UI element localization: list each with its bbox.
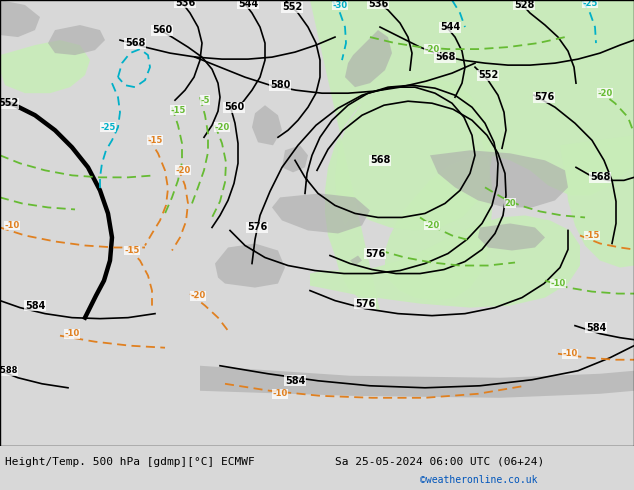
Polygon shape xyxy=(252,105,282,146)
Text: -10: -10 xyxy=(4,221,20,230)
Polygon shape xyxy=(272,194,370,233)
Text: -20: -20 xyxy=(214,123,230,132)
Text: ©weatheronline.co.uk: ©weatheronline.co.uk xyxy=(420,475,538,485)
Text: -10: -10 xyxy=(273,389,288,398)
Text: -10: -10 xyxy=(562,349,578,358)
Text: 528: 528 xyxy=(514,0,534,10)
Polygon shape xyxy=(560,135,634,268)
Text: -15: -15 xyxy=(171,106,186,115)
Text: 584: 584 xyxy=(25,301,45,311)
Text: -30: -30 xyxy=(332,0,347,9)
Text: 552: 552 xyxy=(478,70,498,80)
Text: -5: -5 xyxy=(200,96,210,105)
Text: -10: -10 xyxy=(550,279,566,288)
Text: 580: 580 xyxy=(270,80,290,90)
Text: 584: 584 xyxy=(285,376,305,386)
Text: 544: 544 xyxy=(238,0,258,9)
Text: 576: 576 xyxy=(247,222,267,232)
Text: 536: 536 xyxy=(175,0,195,8)
Text: 536: 536 xyxy=(368,0,388,9)
Text: Sa 25-05-2024 06:00 UTC (06+24): Sa 25-05-2024 06:00 UTC (06+24) xyxy=(335,457,544,467)
Text: -15: -15 xyxy=(124,246,139,255)
Text: 568: 568 xyxy=(370,155,390,165)
Text: 552: 552 xyxy=(282,2,302,12)
Text: 568: 568 xyxy=(435,52,455,62)
Polygon shape xyxy=(310,0,634,311)
Polygon shape xyxy=(350,255,362,266)
Text: -20: -20 xyxy=(190,291,205,300)
Text: -20: -20 xyxy=(597,89,612,98)
Text: 568: 568 xyxy=(125,38,145,48)
Polygon shape xyxy=(200,366,634,398)
Text: 544: 544 xyxy=(440,22,460,32)
Text: ~588: ~588 xyxy=(0,366,17,375)
Text: -20: -20 xyxy=(424,221,439,230)
Text: -20: -20 xyxy=(424,45,439,53)
Text: -20: -20 xyxy=(176,166,191,175)
Text: Height/Temp. 500 hPa [gdmp][°C] ECMWF: Height/Temp. 500 hPa [gdmp][°C] ECMWF xyxy=(5,457,255,467)
Polygon shape xyxy=(310,216,580,308)
Text: 576: 576 xyxy=(365,248,385,259)
Text: 552: 552 xyxy=(0,98,18,108)
Text: 560: 560 xyxy=(152,25,172,35)
Polygon shape xyxy=(335,77,492,230)
Text: -25: -25 xyxy=(100,123,115,132)
Text: 576: 576 xyxy=(534,92,554,102)
Polygon shape xyxy=(215,244,285,288)
Text: 584: 584 xyxy=(586,322,606,333)
Text: 560: 560 xyxy=(224,102,244,112)
Polygon shape xyxy=(48,25,105,55)
Polygon shape xyxy=(282,146,308,172)
Text: -15: -15 xyxy=(585,231,600,240)
Polygon shape xyxy=(430,150,568,207)
Polygon shape xyxy=(345,30,392,87)
Polygon shape xyxy=(478,223,545,250)
Text: 568: 568 xyxy=(590,172,610,182)
Text: -25: -25 xyxy=(582,0,598,7)
Polygon shape xyxy=(0,40,90,93)
Text: 576: 576 xyxy=(355,298,375,309)
Text: -10: -10 xyxy=(65,329,80,338)
Text: -15: -15 xyxy=(147,136,163,145)
Text: 20: 20 xyxy=(504,199,516,208)
Polygon shape xyxy=(0,0,40,37)
